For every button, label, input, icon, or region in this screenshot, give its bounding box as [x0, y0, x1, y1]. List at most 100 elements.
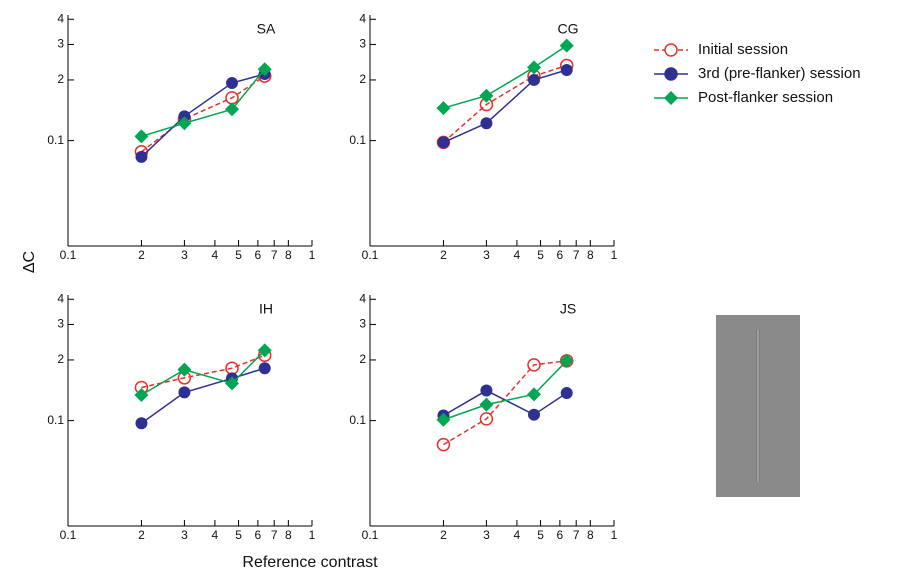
x-tick-label: 3 [181, 528, 188, 542]
marker [559, 353, 574, 368]
x-tick-label: 7 [573, 248, 580, 262]
x-tick-label: 8 [587, 248, 594, 262]
marker [258, 362, 271, 375]
y-tick-label: 3 [57, 37, 64, 51]
marker [135, 417, 148, 430]
marker [177, 362, 192, 377]
panel-title: CG [558, 21, 579, 37]
x-tick-label: 5 [235, 248, 242, 262]
marker [257, 343, 272, 358]
series-line [443, 45, 568, 109]
series-line [443, 360, 568, 421]
marker [559, 38, 574, 53]
legend-marker [664, 43, 678, 57]
legend-label: Post-flanker session [698, 89, 833, 106]
y-tick-label: 2 [57, 352, 64, 366]
x-tick-label: 1 [309, 528, 316, 542]
x-tick-label: 7 [271, 528, 278, 542]
series-line [141, 354, 265, 389]
x-tick-label: 4 [212, 248, 219, 262]
marker [436, 412, 451, 427]
marker [527, 73, 540, 86]
y-tick-label: 4 [57, 291, 64, 305]
y-tick-label: 4 [359, 291, 366, 305]
x-tick-label: 0.1 [362, 248, 379, 262]
legend-label: 3rd (pre-flanker) session [698, 65, 861, 82]
series-line [140, 73, 265, 158]
marker [437, 136, 450, 149]
marker [527, 408, 540, 421]
y-tick-label: 0.1 [47, 133, 64, 147]
x-tick-label: 8 [285, 248, 292, 262]
series-line [443, 389, 568, 417]
x-tick-label: 1 [611, 528, 618, 542]
series-line [141, 367, 265, 424]
panel-title: JS [560, 301, 576, 317]
y-tick-label: 3 [359, 37, 366, 51]
x-tick-label: 0.1 [60, 528, 77, 542]
y-tick-label: 2 [359, 352, 366, 366]
gabor-stimulus [746, 330, 770, 482]
marker [436, 437, 451, 452]
x-tick-label: 1 [309, 248, 316, 262]
marker [178, 386, 191, 399]
x-tick-label: 3 [181, 248, 188, 262]
marker [479, 397, 494, 412]
marker [479, 412, 494, 426]
x-tick-label: 6 [255, 248, 262, 262]
legend-marker [664, 91, 678, 105]
marker [527, 358, 541, 372]
marker [134, 387, 149, 402]
series-line [140, 75, 266, 153]
panel-title: IH [259, 301, 273, 317]
x-tick-label: 1 [611, 248, 618, 262]
x-tick-label: 6 [557, 248, 564, 262]
y-tick-label: 3 [359, 317, 366, 331]
y-tick-label: 0.1 [47, 413, 64, 427]
marker [135, 150, 148, 163]
marker [177, 116, 192, 131]
marker [257, 62, 272, 77]
y-tick-label: 2 [57, 72, 64, 86]
y-tick-label: 3 [57, 317, 64, 331]
x-tick-label: 2 [138, 528, 145, 542]
x-tick-label: 4 [514, 248, 521, 262]
legend-marker [664, 67, 678, 81]
x-tick-label: 2 [440, 528, 447, 542]
x-tick-label: 5 [537, 248, 544, 262]
marker [224, 376, 239, 391]
series-line [141, 68, 266, 138]
x-tick-label: 5 [235, 528, 242, 542]
marker [479, 88, 494, 103]
y-tick-label: 4 [57, 11, 64, 25]
x-tick-label: 8 [587, 528, 594, 542]
marker [526, 60, 541, 75]
series-line [442, 64, 567, 143]
x-axis-label: Reference contrast [242, 554, 378, 570]
x-tick-label: 5 [537, 528, 544, 542]
x-tick-label: 0.1 [362, 528, 379, 542]
marker [480, 384, 493, 397]
x-tick-label: 2 [440, 248, 447, 262]
x-tick-label: 6 [557, 528, 564, 542]
x-tick-label: 6 [255, 528, 262, 542]
marker [225, 77, 238, 90]
y-tick-label: 0.1 [349, 133, 366, 147]
marker [436, 101, 451, 116]
x-tick-label: 4 [212, 528, 219, 542]
marker [560, 387, 573, 400]
series-line [443, 69, 567, 144]
x-tick-label: 0.1 [60, 248, 77, 262]
marker [480, 117, 493, 130]
x-tick-label: 7 [573, 528, 580, 542]
x-tick-label: 3 [483, 248, 490, 262]
marker [560, 64, 573, 77]
panel-title: SA [257, 21, 276, 37]
y-tick-label: 0.1 [349, 413, 366, 427]
x-tick-label: 8 [285, 528, 292, 542]
y-tick-label: 2 [359, 72, 366, 86]
marker [134, 129, 149, 144]
marker [224, 102, 239, 117]
series-line [141, 349, 266, 396]
